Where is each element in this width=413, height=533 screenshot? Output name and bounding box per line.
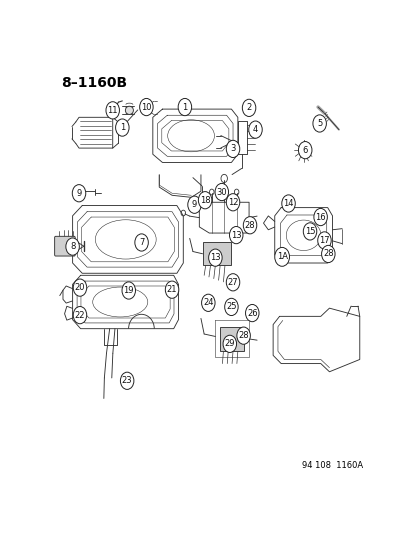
Circle shape — [226, 193, 239, 211]
Circle shape — [274, 247, 289, 266]
Text: 9: 9 — [76, 189, 81, 198]
Text: 4: 4 — [252, 125, 257, 134]
Text: 19: 19 — [123, 286, 134, 295]
Text: 13: 13 — [209, 253, 220, 262]
Text: 24: 24 — [203, 298, 213, 308]
Text: 7: 7 — [139, 238, 144, 247]
Circle shape — [226, 140, 239, 158]
Circle shape — [248, 121, 261, 138]
Circle shape — [298, 142, 311, 159]
Text: 27: 27 — [227, 278, 238, 287]
Ellipse shape — [125, 106, 133, 115]
Text: 16: 16 — [315, 213, 325, 222]
Bar — [202, 243, 231, 265]
Text: 14: 14 — [282, 199, 293, 208]
Circle shape — [66, 238, 79, 255]
Text: 18: 18 — [199, 196, 210, 205]
Text: 21: 21 — [166, 285, 177, 294]
Circle shape — [122, 282, 135, 299]
Circle shape — [242, 99, 255, 117]
Text: 12: 12 — [227, 198, 238, 207]
Text: 1: 1 — [182, 102, 187, 111]
Circle shape — [229, 227, 242, 244]
Circle shape — [188, 196, 201, 213]
Text: 28: 28 — [238, 331, 248, 340]
Text: 28: 28 — [244, 221, 255, 230]
Circle shape — [281, 195, 294, 212]
Ellipse shape — [140, 104, 149, 111]
Text: 22: 22 — [75, 311, 85, 320]
Text: 8: 8 — [70, 242, 75, 251]
Text: 1A: 1A — [276, 252, 287, 261]
Text: 1: 1 — [119, 123, 125, 132]
Circle shape — [139, 99, 153, 116]
Text: 13: 13 — [230, 231, 241, 240]
Circle shape — [178, 99, 191, 116]
Circle shape — [223, 335, 236, 352]
Text: 26: 26 — [247, 309, 257, 318]
Circle shape — [208, 249, 222, 266]
Text: 2: 2 — [246, 103, 251, 112]
Circle shape — [243, 216, 256, 234]
Text: 25: 25 — [225, 302, 236, 311]
Text: 17: 17 — [318, 236, 329, 245]
Circle shape — [321, 245, 334, 263]
Circle shape — [224, 298, 237, 316]
Text: 23: 23 — [121, 376, 132, 385]
Circle shape — [312, 115, 325, 132]
Circle shape — [303, 223, 316, 240]
Circle shape — [115, 119, 129, 136]
Text: 15: 15 — [304, 227, 315, 236]
Circle shape — [120, 372, 133, 390]
Circle shape — [245, 304, 259, 322]
Circle shape — [236, 327, 250, 344]
Circle shape — [106, 102, 119, 119]
Circle shape — [226, 273, 239, 291]
Text: 8–1160B: 8–1160B — [61, 76, 127, 90]
Text: 28: 28 — [322, 249, 333, 259]
Text: 9: 9 — [192, 200, 197, 209]
Text: 6: 6 — [302, 146, 307, 155]
Circle shape — [198, 191, 211, 209]
Circle shape — [317, 232, 330, 249]
Text: 10: 10 — [141, 102, 151, 111]
Text: 3: 3 — [230, 144, 235, 154]
Text: 11: 11 — [107, 106, 118, 115]
Text: 29: 29 — [224, 340, 235, 349]
Bar — [220, 327, 244, 351]
Circle shape — [201, 294, 214, 311]
Text: 5: 5 — [316, 119, 321, 128]
Circle shape — [73, 306, 86, 324]
Circle shape — [214, 183, 228, 200]
FancyBboxPatch shape — [55, 236, 75, 256]
Text: 94 108  1160A: 94 108 1160A — [301, 461, 362, 470]
Circle shape — [135, 234, 148, 251]
Circle shape — [313, 208, 327, 225]
Text: 30: 30 — [216, 188, 227, 197]
Text: 20: 20 — [75, 283, 85, 292]
Circle shape — [72, 184, 85, 202]
Circle shape — [165, 281, 178, 298]
Circle shape — [73, 279, 86, 296]
